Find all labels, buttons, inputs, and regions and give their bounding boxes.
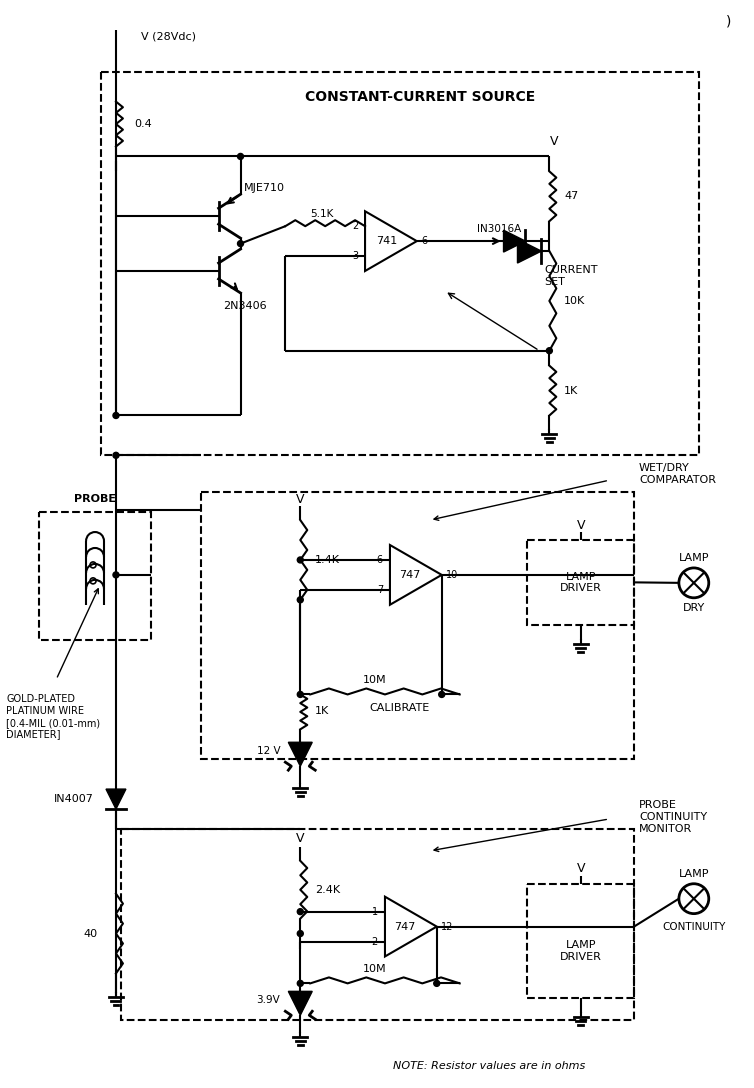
Text: GOLD-PLATED
PLATINUM WIRE
[0.4-MIL (0.01-mm)
DIAMETER]: GOLD-PLATED PLATINUM WIRE [0.4-MIL (0.01… bbox=[6, 694, 100, 739]
Circle shape bbox=[297, 930, 303, 937]
Text: V: V bbox=[577, 519, 585, 532]
Circle shape bbox=[547, 348, 553, 354]
Circle shape bbox=[297, 597, 303, 603]
Text: 1K: 1K bbox=[564, 385, 578, 396]
Circle shape bbox=[439, 692, 445, 697]
Text: 2: 2 bbox=[352, 221, 358, 231]
Text: 47: 47 bbox=[564, 191, 578, 201]
Text: LAMP
DRIVER: LAMP DRIVER bbox=[559, 571, 602, 593]
Polygon shape bbox=[517, 239, 541, 263]
Text: 12 V: 12 V bbox=[256, 746, 280, 756]
Text: V: V bbox=[296, 832, 305, 845]
Text: V: V bbox=[296, 493, 305, 506]
Text: 12: 12 bbox=[441, 922, 453, 931]
Text: V: V bbox=[550, 135, 559, 148]
Circle shape bbox=[113, 453, 119, 458]
Text: ): ) bbox=[726, 15, 731, 29]
Text: PROBE: PROBE bbox=[74, 494, 116, 504]
Text: WET/DRY
COMPARATOR: WET/DRY COMPARATOR bbox=[639, 463, 716, 485]
Text: 1: 1 bbox=[372, 906, 378, 917]
Text: 747: 747 bbox=[394, 922, 415, 931]
Text: LAMP
DRIVER: LAMP DRIVER bbox=[559, 940, 602, 962]
Text: CONTINUITY: CONTINUITY bbox=[662, 922, 725, 931]
Text: 10M: 10M bbox=[363, 676, 387, 685]
Text: LAMP: LAMP bbox=[679, 869, 709, 879]
Text: 747: 747 bbox=[399, 570, 421, 580]
Text: 1.4K: 1.4K bbox=[315, 555, 340, 565]
Text: DRY: DRY bbox=[682, 603, 705, 613]
Circle shape bbox=[297, 980, 303, 987]
Text: CONSTANT-CURRENT SOURCE: CONSTANT-CURRENT SOURCE bbox=[305, 89, 535, 103]
Text: 10: 10 bbox=[446, 570, 458, 580]
Text: 6: 6 bbox=[377, 555, 383, 565]
Text: IN4007: IN4007 bbox=[54, 794, 94, 804]
Text: 2: 2 bbox=[372, 937, 378, 947]
Text: 1K: 1K bbox=[315, 706, 329, 716]
Text: V (28Vdc): V (28Vdc) bbox=[141, 32, 196, 41]
Text: 3: 3 bbox=[352, 251, 358, 261]
Text: 741: 741 bbox=[376, 236, 397, 246]
Polygon shape bbox=[504, 231, 526, 252]
Polygon shape bbox=[106, 789, 126, 809]
Text: 0.4: 0.4 bbox=[134, 119, 152, 128]
Text: CURRENT
SET: CURRENT SET bbox=[544, 265, 598, 287]
Text: 2.4K: 2.4K bbox=[315, 885, 340, 894]
Text: 7: 7 bbox=[377, 585, 383, 595]
Polygon shape bbox=[288, 742, 312, 766]
Text: 10M: 10M bbox=[363, 964, 387, 975]
Text: NOTE: Resistor values are in ohms: NOTE: Resistor values are in ohms bbox=[394, 1061, 586, 1071]
Text: V: V bbox=[577, 863, 585, 876]
Text: 6: 6 bbox=[421, 236, 428, 246]
Text: PROBE
CONTINUITY
MONITOR: PROBE CONTINUITY MONITOR bbox=[639, 801, 707, 833]
Text: MJE710: MJE710 bbox=[244, 183, 284, 194]
Text: 2N3406: 2N3406 bbox=[224, 301, 267, 311]
Text: LAMP: LAMP bbox=[679, 553, 709, 562]
Text: CALIBRATE: CALIBRATE bbox=[369, 704, 430, 714]
Circle shape bbox=[297, 692, 303, 697]
Text: 5.1K: 5.1K bbox=[311, 209, 334, 219]
Circle shape bbox=[238, 153, 244, 160]
Polygon shape bbox=[288, 991, 312, 1015]
Text: 40: 40 bbox=[84, 928, 98, 939]
Circle shape bbox=[238, 240, 244, 247]
Text: IN3016A: IN3016A bbox=[477, 224, 522, 234]
Circle shape bbox=[297, 557, 303, 562]
Circle shape bbox=[434, 980, 440, 987]
Circle shape bbox=[113, 412, 119, 419]
Text: 10K: 10K bbox=[564, 296, 586, 306]
Circle shape bbox=[113, 572, 119, 578]
Text: 3.9V: 3.9V bbox=[256, 996, 280, 1005]
Circle shape bbox=[297, 908, 303, 915]
